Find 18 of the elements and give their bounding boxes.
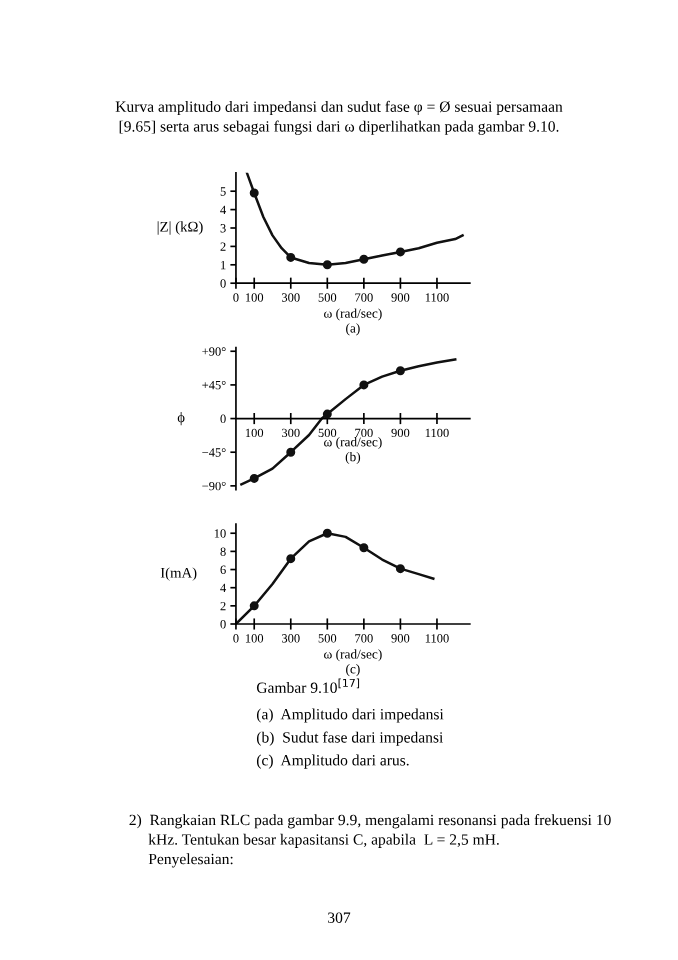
point xyxy=(286,447,296,457)
point xyxy=(286,252,296,262)
point xyxy=(359,380,369,390)
point xyxy=(286,554,296,564)
line-series xyxy=(235,531,435,624)
line-series xyxy=(245,172,464,267)
point xyxy=(395,247,405,257)
point xyxy=(249,188,259,198)
point xyxy=(395,366,405,376)
point xyxy=(359,254,369,264)
point xyxy=(395,564,405,574)
point xyxy=(322,528,332,538)
point xyxy=(322,409,332,419)
point xyxy=(359,543,369,553)
point xyxy=(249,473,259,483)
point xyxy=(249,601,259,611)
line-series xyxy=(240,358,457,486)
point xyxy=(322,260,332,270)
